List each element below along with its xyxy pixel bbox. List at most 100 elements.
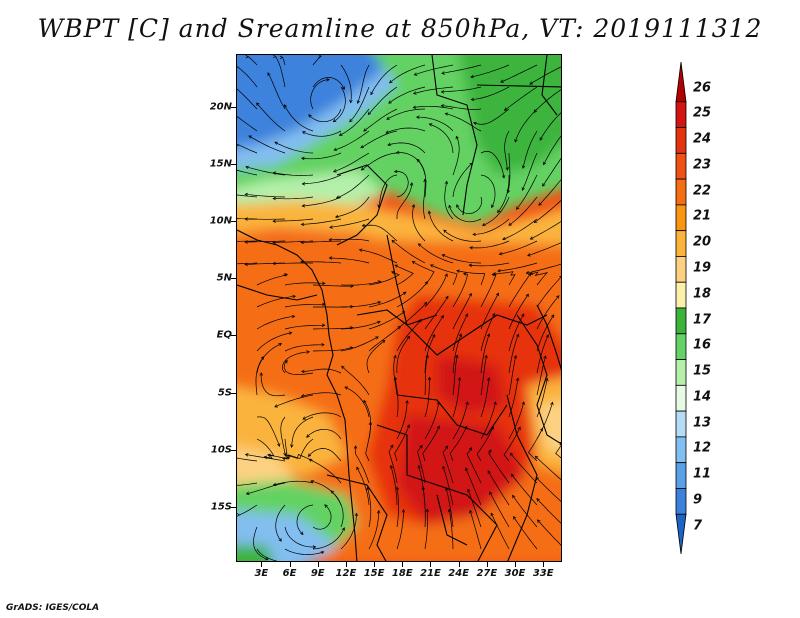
streamline-arrow — [401, 311, 406, 315]
streamline-arrow — [370, 91, 374, 96]
streamline-arrow — [493, 401, 497, 405]
streamline — [260, 372, 286, 397]
lon-tick-mark — [374, 562, 376, 567]
streamline — [489, 491, 510, 528]
streamline-arrow — [527, 253, 531, 257]
colorbar-label: 26 — [693, 80, 712, 96]
streamline-arrow — [491, 312, 496, 317]
streamline — [500, 64, 538, 83]
colorbar-label: 16 — [693, 337, 712, 353]
streamline-arrow — [260, 356, 265, 360]
streamline — [368, 311, 405, 330]
streamline-arrow — [428, 123, 433, 127]
streamline-arrow — [272, 55, 277, 59]
streamline-arrow — [559, 441, 561, 446]
streamline-arrow — [516, 206, 520, 210]
streamline-arrow — [318, 55, 322, 58]
colorbar-swatch — [675, 230, 687, 257]
streamline-arrow — [515, 377, 520, 382]
streamline — [284, 344, 325, 352]
streamline-arrow — [489, 491, 493, 496]
streamline — [480, 292, 499, 330]
lat-tick-mark — [231, 221, 236, 223]
lon-tick-mark — [317, 562, 319, 567]
streamline-arrow — [300, 222, 305, 227]
streamline — [536, 334, 549, 374]
streamline-arrow — [412, 91, 417, 95]
streamline-arrow — [444, 486, 449, 491]
streamline — [452, 273, 469, 308]
lat-tick-mark — [231, 392, 236, 394]
streamline-arrow — [387, 142, 391, 147]
colorbar-label: 23 — [693, 157, 712, 173]
colorbar-label: 12 — [693, 440, 712, 456]
streamline-arrow — [291, 314, 296, 319]
streamline — [445, 113, 482, 132]
streamline-arrow — [397, 325, 402, 330]
streamline — [391, 240, 426, 264]
streamline — [329, 238, 370, 242]
streamline — [482, 196, 510, 226]
streamline-arrow — [481, 222, 486, 227]
streamline-arrow — [406, 335, 411, 340]
streamline-arrow — [502, 236, 506, 241]
streamline — [267, 72, 286, 110]
streamline-arrow — [436, 400, 441, 405]
boundary-line — [536, 304, 561, 371]
lat-tick-label: 15S — [210, 501, 232, 513]
streamline-arrow — [244, 240, 248, 244]
streamline — [301, 392, 342, 397]
streamline — [508, 378, 519, 418]
grads-credit: GrADS: IGES/COLA — [6, 603, 100, 613]
streamline-arrow — [332, 118, 337, 123]
streamline-arrow — [535, 476, 540, 481]
streamline — [300, 240, 342, 243]
streamline — [469, 240, 510, 249]
streamline — [497, 262, 538, 272]
colorbar-label: 19 — [693, 260, 712, 276]
lon-tick-label: 6E — [282, 568, 297, 579]
streamline — [452, 313, 469, 352]
chart-title: WBPT [C] and Sreamline at 850hPa, VT: 20… — [37, 14, 763, 43]
streamline-arrow — [354, 512, 359, 517]
streamline — [514, 108, 538, 143]
lon-tick-mark — [289, 562, 291, 567]
streamline — [480, 401, 496, 440]
streamline — [238, 144, 258, 154]
streamline — [248, 135, 286, 154]
streamline — [508, 313, 525, 352]
streamline — [340, 64, 352, 103]
streamline — [452, 377, 461, 418]
streamline-arrow — [301, 182, 306, 186]
streamline — [441, 64, 482, 74]
streamline-arrow — [525, 270, 530, 275]
lon-tick-label: 3E — [254, 568, 269, 579]
streamline-arrow — [385, 130, 390, 134]
streamline-arrow — [245, 165, 249, 170]
streamline-arrow — [381, 339, 386, 344]
streamline-arrow — [300, 260, 304, 264]
streamline — [530, 271, 549, 286]
lon-tick-label: 24E — [448, 568, 470, 579]
streamline-arrow — [290, 444, 294, 449]
streamline-arrow — [537, 519, 541, 523]
streamline — [365, 422, 371, 462]
streamline — [473, 108, 510, 125]
streamline-arrow — [278, 343, 283, 347]
lon-tick-mark — [458, 562, 460, 567]
lat-tick-label: 5N — [216, 272, 232, 284]
streamline-arrow — [538, 202, 542, 206]
streamline — [445, 487, 454, 528]
streamline-arrow — [465, 401, 469, 405]
streamline-arrow — [284, 273, 288, 277]
colorbar-swatch — [675, 307, 687, 335]
streamline — [273, 172, 314, 176]
streamline-arrow — [322, 302, 326, 307]
streamline — [535, 455, 561, 481]
streamline-arrow — [488, 449, 492, 454]
streamline — [508, 196, 538, 226]
streamline — [301, 368, 342, 374]
streamline-arrow — [244, 217, 248, 221]
boundary-line — [326, 474, 388, 561]
lat-tick-label: EQ — [216, 329, 232, 341]
